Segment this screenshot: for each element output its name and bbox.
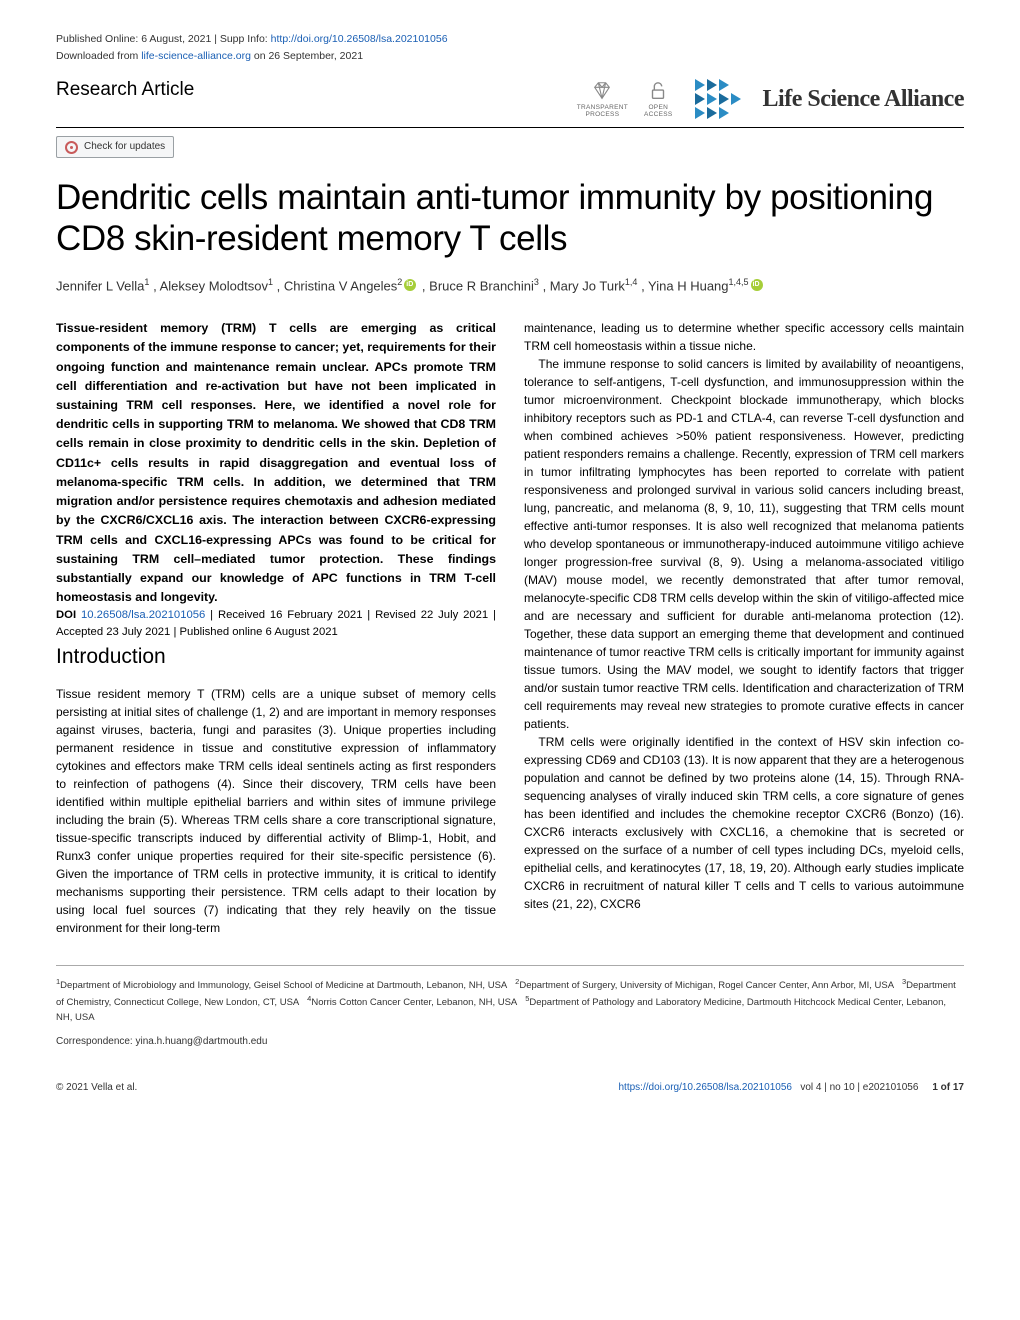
aff-sup: 1 [144, 277, 149, 287]
dl-label: Downloaded from [56, 50, 141, 62]
published-label: Published Online: 6 August, 2021 | Supp … [56, 33, 271, 45]
footer-doi-link[interactable]: https://doi.org/10.26508/lsa.202101056 [619, 1082, 792, 1093]
doi-label: DOI [56, 609, 81, 621]
aff-sup: 2 [397, 277, 402, 287]
meta-line-1: Published Online: 6 August, 2021 | Supp … [56, 32, 964, 47]
affiliations: 1Department of Microbiology and Immunolo… [56, 976, 964, 1025]
intro-paragraph-1: Tissue resident memory T (TRM) cells are… [56, 685, 496, 937]
abstract: Tissue-resident memory (TRM) T cells are… [56, 319, 496, 607]
transparent-process-badge: TRANSPARENT PROCESS [577, 80, 628, 118]
correspondence: Correspondence: yina.h.huang@dartmouth.e… [56, 1035, 964, 1049]
dl-date: on 26 September, 2021 [254, 50, 363, 62]
introduction-heading: Introduction [56, 641, 496, 673]
author-3: , Christina V Angeles [277, 278, 398, 293]
orcid-icon[interactable] [751, 279, 763, 291]
footer-divider [56, 965, 964, 966]
author-2: , Aleksey Molodtsov [153, 278, 268, 293]
doi-line: DOI 10.26508/lsa.202101056 | Received 16… [56, 607, 496, 641]
lock-open-icon [647, 80, 669, 102]
updates-label: Check for updates [84, 140, 165, 154]
brand-logo-block: Life Science Alliance [695, 77, 964, 121]
supp-link[interactable]: http://doi.org/10.26508/lsa.202101056 [271, 33, 448, 45]
aff-sup: 1,4 [625, 277, 638, 287]
right-paragraph-0: maintenance, leading us to determine whe… [524, 319, 964, 355]
right-paragraph-1: The immune response to solid cancers is … [524, 355, 964, 733]
diamond-icon [591, 80, 613, 102]
vol-info: vol 4 | no 10 | e202101056 [800, 1082, 918, 1093]
check-updates-button[interactable]: Check for updates [56, 136, 174, 158]
footer-right: https://doi.org/10.26508/lsa.202101056 v… [619, 1081, 965, 1095]
author-1: Jennifer L Vella [56, 278, 144, 293]
aff-sup: 3 [534, 277, 539, 287]
brand-text: Life Science Alliance [763, 83, 964, 117]
open-access-badge: OPEN ACCESS [644, 80, 673, 118]
article-title: Dendritic cells maintain anti-tumor immu… [56, 177, 964, 260]
aff-sup: 1,4,5 [729, 277, 749, 287]
updates-ring-icon [65, 141, 78, 154]
author-4: , Bruce R Branchini [422, 278, 534, 293]
copyright: © 2021 Vella et al. [56, 1081, 137, 1095]
right-paragraph-2: TRM cells were originally identified in … [524, 733, 964, 913]
orcid-icon[interactable] [404, 279, 416, 291]
header-divider [56, 127, 964, 128]
meta-line-2: Downloaded from life-science-alliance.or… [56, 49, 964, 64]
author-5: , Mary Jo Turk [543, 278, 625, 293]
doi-link[interactable]: 10.26508/lsa.202101056 [81, 609, 205, 621]
brand-logo-icon [695, 77, 753, 121]
page-number: 1 of 17 [932, 1082, 964, 1093]
author-6: , Yina H Huang [641, 278, 728, 293]
article-type: Research Article [56, 77, 194, 104]
aff-sup: 1 [268, 277, 273, 287]
author-list: Jennifer L Vella1 , Aleksey Molodtsov1 ,… [56, 276, 964, 296]
site-link[interactable]: life-science-alliance.org [141, 50, 251, 62]
transparent-label: TRANSPARENT PROCESS [577, 104, 628, 118]
open-access-label: OPEN ACCESS [644, 104, 673, 118]
